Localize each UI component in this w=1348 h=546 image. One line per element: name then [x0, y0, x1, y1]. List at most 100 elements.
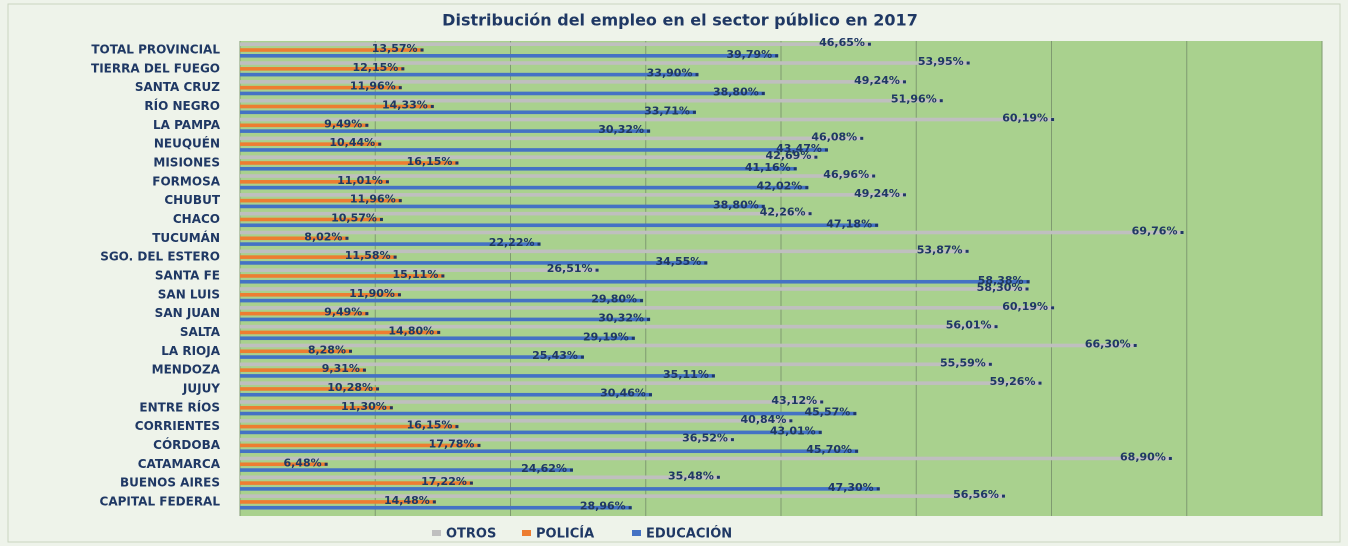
bar-end-marker — [378, 142, 382, 146]
bar — [240, 374, 715, 378]
legend-label: OTROS — [446, 527, 496, 542]
bar — [240, 230, 1184, 235]
bar-end-marker — [1051, 306, 1055, 310]
y-tick-label: CHUBUT — [164, 193, 220, 207]
data-label: 26,51% — [547, 262, 593, 275]
y-tick-label: CÓRDOBA — [153, 437, 221, 452]
data-label: 10,57% — [331, 211, 377, 224]
data-label: 58,38% — [978, 274, 1024, 287]
y-tick-label: MISIONES — [153, 155, 220, 169]
bar — [240, 311, 369, 316]
data-label: 30,32% — [598, 123, 644, 136]
legend-swatch — [632, 530, 641, 536]
data-label: 35,48% — [668, 469, 714, 482]
bar-end-marker — [398, 86, 402, 90]
bar — [240, 362, 992, 367]
bar — [240, 505, 632, 510]
chart-title: Distribución del empleo en el sector púb… — [442, 11, 918, 30]
data-label: 11,90% — [349, 287, 395, 300]
bar — [240, 475, 720, 480]
legend-label: POLICÍA — [536, 526, 594, 542]
bar — [240, 249, 969, 254]
bar-end-marker — [432, 500, 436, 504]
bar — [240, 180, 389, 184]
data-label: 11,96% — [350, 80, 396, 93]
data-label: 13,57% — [372, 42, 418, 55]
data-label: 56,01% — [946, 319, 992, 332]
data-label: 14,48% — [384, 494, 430, 507]
data-label: 22,22% — [489, 236, 535, 249]
y-tick-label: TIERRA DEL FUEGO — [91, 61, 220, 75]
y-tick-label: TOTAL PROVINCIAL — [91, 43, 220, 57]
data-label: 10,44% — [329, 136, 375, 149]
bar — [240, 405, 393, 410]
bar — [240, 292, 401, 297]
bar — [240, 468, 573, 472]
bar — [240, 142, 382, 146]
bar-end-marker — [437, 330, 441, 334]
data-label: 9,49% — [324, 306, 362, 319]
data-label: 59,26% — [990, 375, 1036, 388]
bar-end-marker — [1038, 381, 1042, 385]
bar-end-marker — [469, 481, 473, 485]
bar-end-marker — [855, 449, 859, 453]
bar-end-marker — [647, 129, 651, 133]
bar — [240, 330, 441, 335]
bar-end-marker — [704, 261, 708, 265]
y-tick-label: ENTRE RÍOS — [139, 399, 220, 414]
data-label: 10,28% — [327, 381, 373, 394]
bar — [240, 449, 859, 454]
bar-end-marker — [692, 110, 696, 114]
bar — [240, 274, 445, 278]
data-label: 33,71% — [644, 104, 690, 117]
data-label: 41,16% — [745, 161, 791, 174]
bar — [240, 193, 906, 197]
y-tick-label: TUCUMÁN — [152, 230, 220, 245]
y-tick-label: SAN JUAN — [155, 306, 220, 320]
bar — [240, 155, 818, 159]
bar — [240, 236, 349, 241]
bar — [240, 204, 765, 209]
data-label: 60,19% — [1002, 300, 1048, 313]
bar — [240, 255, 397, 259]
bar-end-marker — [711, 374, 715, 378]
bar-end-marker — [860, 136, 864, 140]
bar — [240, 42, 871, 46]
bar-end-marker — [537, 242, 541, 246]
bar — [240, 355, 584, 359]
bar-end-marker — [814, 155, 818, 159]
y-tick-label: FORMOSA — [152, 174, 220, 188]
bar — [240, 61, 970, 65]
bar-end-marker — [345, 236, 349, 240]
data-label: 29,80% — [591, 293, 637, 306]
data-label: 11,96% — [350, 193, 396, 206]
bar-end-marker — [875, 223, 879, 227]
bar-end-marker — [455, 425, 459, 429]
bar — [240, 98, 943, 103]
bar — [240, 392, 652, 397]
bar — [240, 424, 459, 429]
data-label: 35,11% — [663, 368, 709, 381]
bar-end-marker — [820, 400, 824, 404]
bar — [240, 400, 824, 404]
data-label: 36,52% — [682, 432, 728, 445]
y-tick-label: CATAMARCA — [138, 457, 221, 471]
bar — [240, 166, 797, 171]
data-label: 12,15% — [353, 61, 399, 74]
y-tick-label: SGO. DEL ESTERO — [100, 250, 220, 264]
bar — [240, 129, 651, 133]
bar — [240, 336, 635, 341]
bar-end-marker — [761, 204, 765, 208]
bar-end-marker — [965, 249, 969, 253]
bar — [240, 136, 864, 141]
data-label: 34,55% — [655, 255, 701, 268]
bar — [240, 261, 708, 265]
bar-end-marker — [730, 438, 734, 442]
data-label: 30,46% — [600, 387, 646, 400]
bar — [240, 279, 1030, 284]
bar — [240, 437, 734, 442]
bar-end-marker — [397, 293, 401, 297]
data-label: 6,48% — [283, 456, 321, 469]
data-label: 66,30% — [1085, 337, 1131, 350]
bar — [240, 306, 1055, 310]
